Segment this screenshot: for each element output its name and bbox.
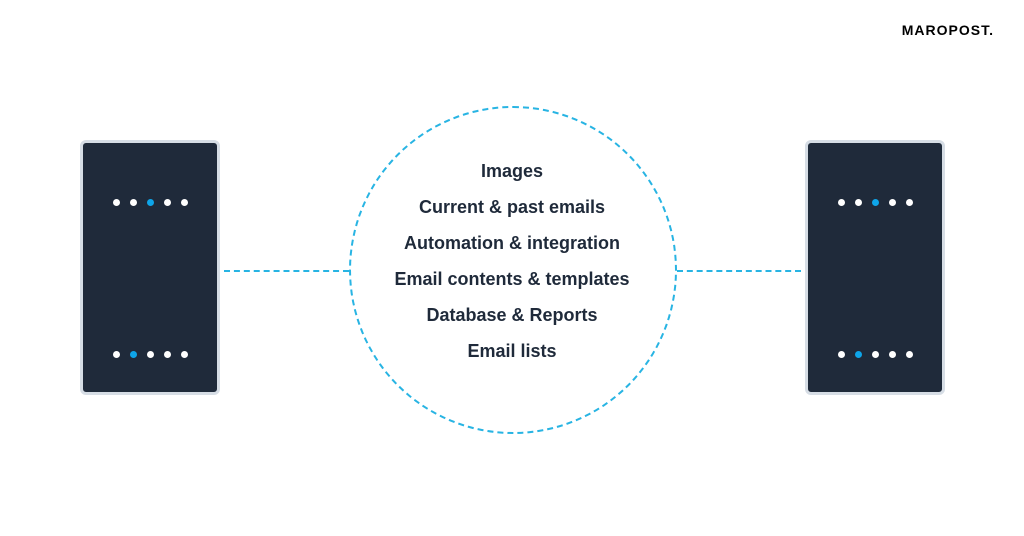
connector-right <box>677 270 801 272</box>
brand-logo: MAROPOST. <box>902 22 994 38</box>
led-dot <box>113 199 120 206</box>
led-dot <box>838 351 845 358</box>
led-dot <box>855 199 862 206</box>
led-dot <box>130 199 137 206</box>
led-dot <box>872 351 879 358</box>
led-dot <box>838 199 845 206</box>
connector-left <box>224 270 349 272</box>
server-right-led-row-top <box>808 199 942 206</box>
server-left <box>80 140 220 395</box>
led-dot <box>147 199 154 206</box>
led-dot <box>855 351 862 358</box>
server-left-led-row-bottom <box>83 351 217 358</box>
server-left-led-row-top <box>83 199 217 206</box>
center-label-item: Email contents & templates <box>394 270 629 288</box>
diagram-canvas: MAROPOST. Images Current & past emails Aut… <box>0 0 1024 536</box>
center-label-item: Database & Reports <box>394 306 629 324</box>
center-label-item: Images <box>394 162 629 180</box>
led-dot <box>130 351 137 358</box>
led-dot <box>889 351 896 358</box>
center-label-item: Automation & integration <box>394 234 629 252</box>
led-dot <box>872 199 879 206</box>
center-label-item: Email lists <box>394 342 629 360</box>
led-dot <box>147 351 154 358</box>
led-dot <box>164 199 171 206</box>
center-label-item: Current & past emails <box>394 198 629 216</box>
led-dot <box>113 351 120 358</box>
led-dot <box>889 199 896 206</box>
led-dot <box>906 351 913 358</box>
led-dot <box>164 351 171 358</box>
server-right <box>805 140 945 395</box>
led-dot <box>181 199 188 206</box>
center-labels: Images Current & past emails Automation & … <box>394 162 629 360</box>
led-dot <box>906 199 913 206</box>
led-dot <box>181 351 188 358</box>
server-right-led-row-bottom <box>808 351 942 358</box>
